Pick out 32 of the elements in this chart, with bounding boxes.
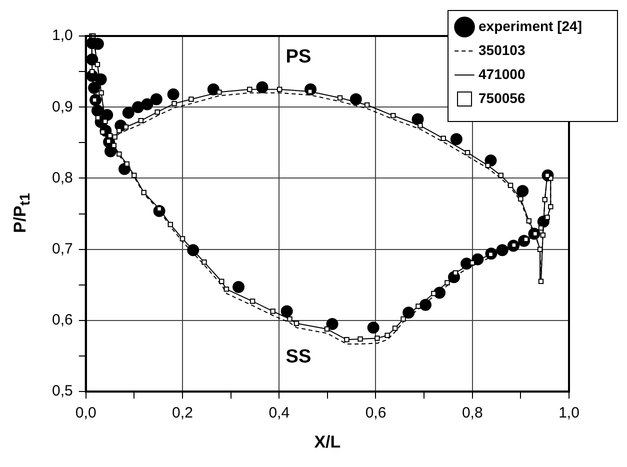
point (280, 305, 293, 318)
point (350, 93, 362, 106)
point (167, 88, 180, 100)
legend-label: 750056 (478, 90, 526, 106)
point (132, 101, 144, 114)
x-tick-label: 0,8 (462, 404, 483, 422)
y-tick-label: 0,6 (52, 312, 73, 329)
point (516, 185, 529, 198)
x-tick-label: 1,0 (558, 404, 580, 422)
x-tick-label: 0,0 (75, 404, 96, 422)
point (122, 106, 134, 119)
x-tick-label: 0,6 (365, 404, 386, 422)
legend-label: 350103 (478, 42, 526, 58)
y-tick-label: 0,8 (52, 169, 73, 186)
point (88, 82, 100, 94)
y-tick-label: 0,7 (52, 240, 73, 258)
y-tick-label: 1,0 (52, 27, 73, 44)
x-tick-label: 0,2 (172, 404, 193, 422)
point (367, 322, 380, 334)
point (232, 281, 245, 294)
point (326, 318, 338, 330)
point (150, 93, 162, 106)
annotation: PS (286, 46, 312, 68)
point (141, 98, 154, 110)
y-tick-label: 0,9 (52, 98, 73, 116)
point (450, 133, 462, 146)
legend-label: experiment [24] (478, 18, 582, 34)
legend-label: 471000 (478, 66, 526, 82)
x-tick-label: 0,4 (268, 404, 290, 422)
x-axis-title: X/L (314, 432, 341, 452)
y-tick-label: 0,5 (52, 382, 73, 400)
annotation: SS (286, 346, 312, 368)
